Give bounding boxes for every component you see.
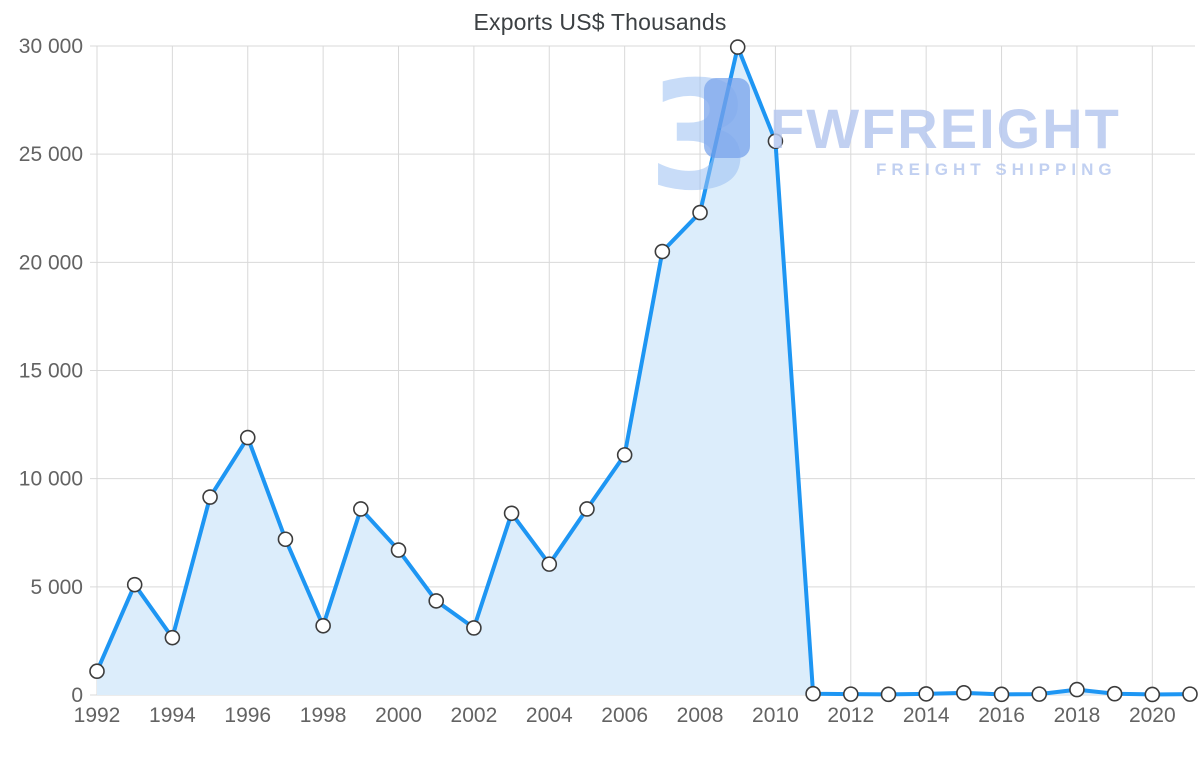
data-point-marker <box>993 686 1010 703</box>
data-point-marker <box>541 556 558 572</box>
y-axis-tick-label: 20 000 <box>19 251 83 274</box>
data-point-marker <box>277 531 294 548</box>
y-axis-tick-label: 25 000 <box>19 143 83 166</box>
data-point-marker <box>956 685 972 701</box>
data-point-marker <box>428 593 445 609</box>
x-axis-tick-label: 1992 <box>74 704 121 727</box>
data-point-marker <box>880 686 897 703</box>
x-axis-tick-label: 2012 <box>827 704 874 727</box>
data-point-marker <box>616 447 633 463</box>
data-point-marker <box>390 542 407 558</box>
data-point-marker <box>1182 686 1198 702</box>
x-axis-tick-label: 1998 <box>300 704 347 727</box>
data-point-marker <box>315 617 331 634</box>
y-axis-tick-label: 5 000 <box>30 576 83 599</box>
x-axis-tick-label: 2016 <box>978 704 1025 727</box>
x-axis-tick-label: 2006 <box>601 704 648 727</box>
data-point-marker <box>503 505 520 522</box>
x-axis-tick-label: 1994 <box>149 704 196 727</box>
y-axis-tick-label: 30 000 <box>19 35 83 58</box>
data-point-marker <box>1031 686 1048 702</box>
data-point-marker <box>1106 685 1123 702</box>
data-point-marker <box>239 429 256 446</box>
data-point-marker <box>466 620 482 636</box>
x-axis-tick-label: 2018 <box>1054 704 1101 727</box>
data-point-marker <box>729 39 746 55</box>
data-point-marker <box>805 685 821 702</box>
x-axis-tick-label: 1996 <box>224 704 271 727</box>
chart-title: Exports US$ Thousands <box>473 9 727 35</box>
y-axis-tick-label: 10 000 <box>19 468 83 491</box>
data-point-marker <box>1069 681 1085 698</box>
data-point-marker <box>842 686 859 702</box>
data-point-marker <box>692 204 708 221</box>
data-point-marker <box>89 663 105 680</box>
series-area-fill <box>97 47 1190 695</box>
data-point-marker <box>767 133 784 149</box>
x-axis-tick-label: 2010 <box>752 704 799 727</box>
x-axis-tick-label: 2014 <box>903 704 950 727</box>
x-axis-tick-label: 2000 <box>375 704 422 727</box>
x-axis-tick-label: 2020 <box>1129 704 1176 727</box>
data-point-marker <box>202 489 218 505</box>
x-axis-tick-label: 2004 <box>526 704 573 727</box>
y-axis-tick-label: 0 <box>71 684 83 707</box>
x-axis-tick-label: 2002 <box>451 704 498 727</box>
y-axis-tick-label: 15 000 <box>19 360 83 383</box>
data-point-marker <box>654 243 671 260</box>
data-point-marker <box>164 629 181 646</box>
data-point-marker <box>579 501 595 517</box>
data-point-marker <box>126 576 143 593</box>
data-point-marker <box>1144 686 1161 703</box>
x-axis-tick-label: 2008 <box>677 704 724 727</box>
data-point-marker <box>353 501 369 517</box>
data-point-marker <box>918 686 934 702</box>
